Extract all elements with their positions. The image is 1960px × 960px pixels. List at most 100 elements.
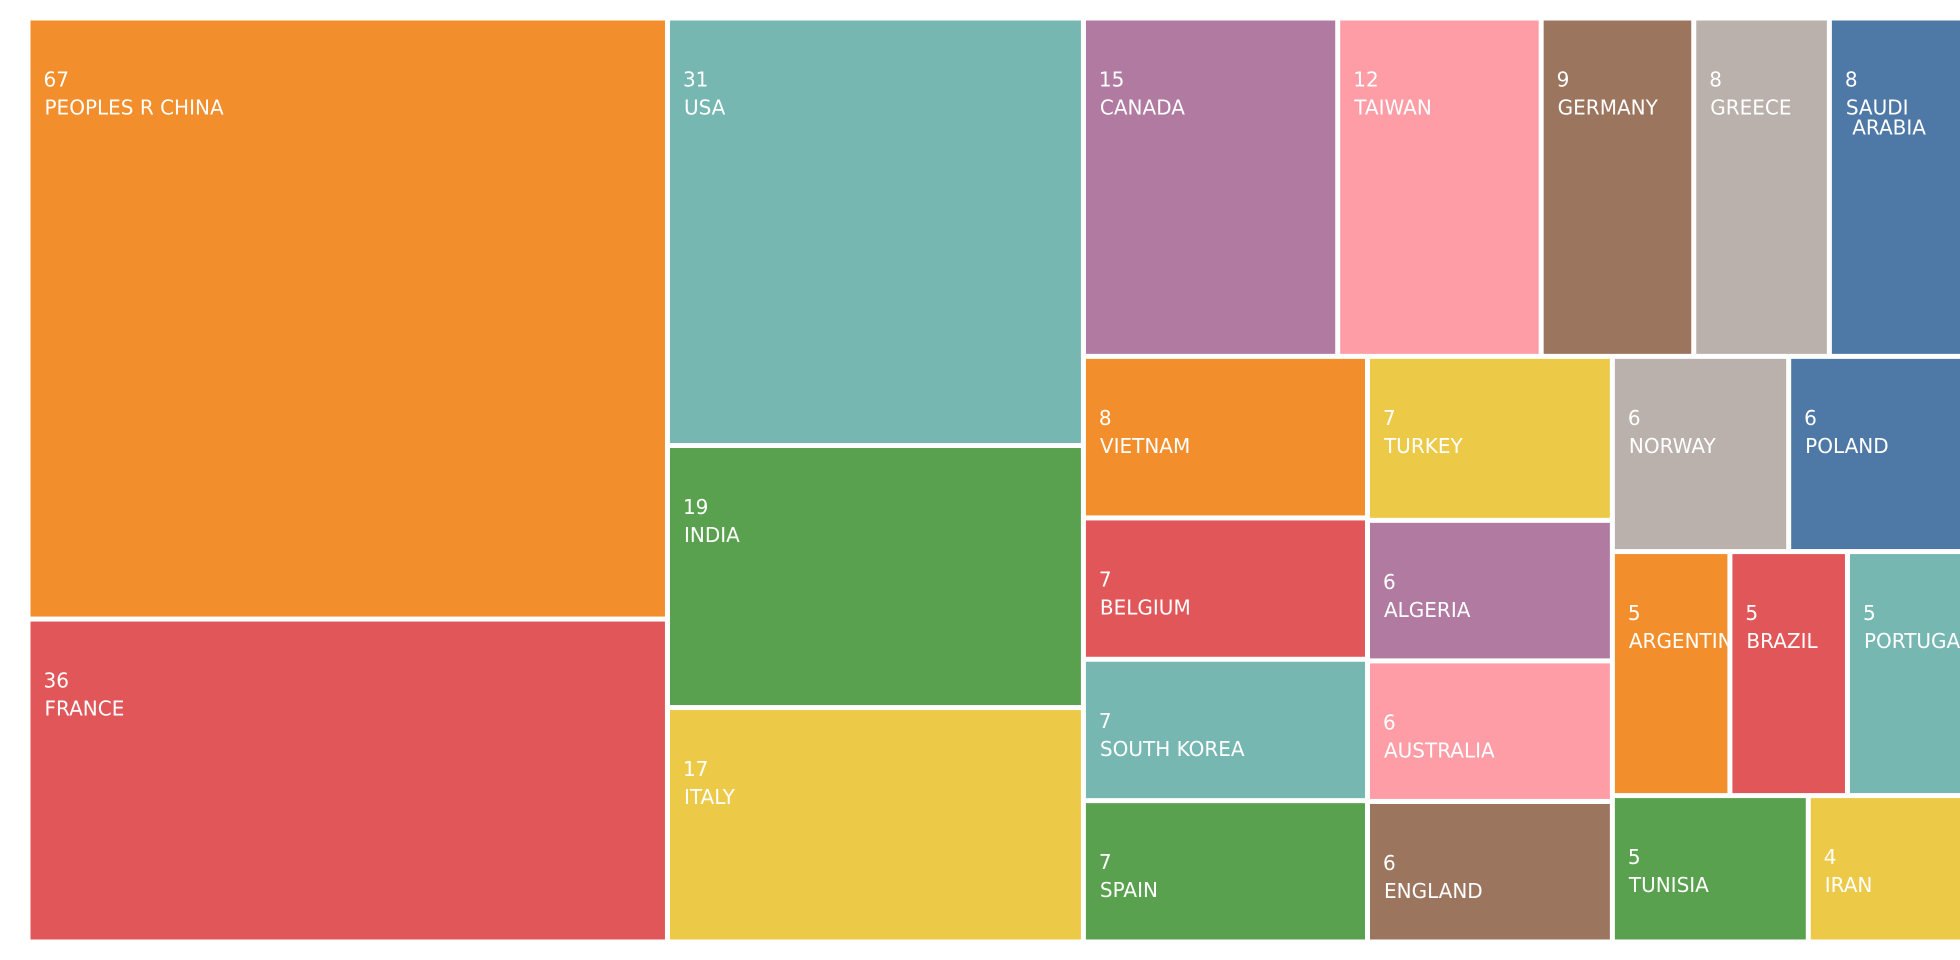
tile-label: 67 PEOPLES R CHINA [44,68,224,120]
tile-label: 7 SPAIN [1099,850,1158,902]
tile-label: 7 SOUTH KOREA [1099,709,1245,761]
tile-label: 6 POLAND [1804,406,1888,458]
tile [669,448,1081,706]
tile-value: 5 [1628,845,1641,869]
tile-label: 6 NORWAY [1628,406,1717,458]
tile-name: CANADA [1100,96,1185,120]
tile-name: VIETNAM [1100,434,1190,458]
tile [1543,20,1692,354]
tile-label: 6 ENGLAND [1383,851,1483,903]
tile-value: 6 [1628,406,1641,430]
tile [1369,522,1610,659]
tile-name: USA [684,96,726,120]
tile-value: 6 [1383,851,1396,875]
tile [1085,20,1336,354]
tile-name: ARGENTINA [1629,629,1747,653]
tile [30,621,665,940]
tile-label: 5 BRAZIL [1745,601,1818,653]
tile-name: ENGLAND [1384,879,1483,903]
tile-name: GREECE [1710,96,1791,120]
tile-label: 4 IRAN [1824,845,1873,897]
tile-value: 67 [44,68,69,92]
tile [669,20,1081,444]
tile [1085,520,1365,657]
tile-value: 12 [1353,68,1378,92]
tile-name: BRAZIL [1746,629,1818,653]
tile-value: 9 [1557,68,1570,92]
tile [1732,554,1845,794]
tile-label: 19 INDIA [683,495,740,547]
tile-value: 5 [1863,601,1876,625]
tile-name: ALGERIA [1384,598,1471,622]
tile [1831,20,1960,354]
tile-value: 36 [44,669,69,693]
tile-name: SOUTH KOREA [1100,737,1245,761]
tile-value: 8 [1099,406,1112,430]
tile-value: 6 [1804,406,1817,430]
tile [1810,798,1960,940]
tile-value: 5 [1745,601,1758,625]
tile-name: SPAIN [1100,878,1158,902]
tile-name: GERMANY [1558,96,1659,120]
tile-label: 15 CANADA [1099,68,1185,120]
tile-value: 7 [1099,709,1112,733]
tile-label: 7 BELGIUM [1099,567,1191,619]
tile-label: 8 SAUDI ARABIA [1845,68,1926,140]
tile-value: 5 [1628,601,1641,625]
tile [1369,663,1610,799]
tile-name: INDIA [684,523,740,547]
tile-label: 9 GERMANY [1557,68,1659,120]
tile [30,20,665,617]
tile-value: 31 [683,68,708,92]
tile-value: 8 [1845,68,1858,92]
tile [1614,798,1806,940]
tile [1085,803,1365,940]
tile-value: 19 [683,495,708,519]
tile-value: 6 [1383,570,1396,594]
tile-label: 5 TUNISIA [1628,845,1709,897]
tile-value: 8 [1709,68,1722,92]
tile-name: TUNISIA [1628,873,1709,897]
tile [1369,803,1610,940]
tile-label: 5 PORTUGAL [1863,601,1960,653]
tile-value: 15 [1099,68,1124,92]
tile-name: PEOPLES R CHINA [45,96,224,120]
tile-name: TAIWAN [1353,96,1432,120]
tile-value: 4 [1824,845,1837,869]
tile [1340,20,1539,354]
tile-label: 8 VIETNAM [1099,406,1190,458]
tile-name: BELGIUM [1100,595,1191,619]
tile-name: NORWAY [1629,434,1717,458]
tile-label: 6 ALGERIA [1383,570,1471,622]
tile-name: ITALY [684,785,736,809]
tile-name: AUSTRALIA [1384,738,1495,762]
tile [1791,358,1960,550]
tile-value: 7 [1099,567,1112,591]
tile [1614,554,1728,794]
tile-label: 5 ARGENTINA [1628,601,1747,653]
tile [1085,358,1365,516]
tile [1369,358,1610,518]
tile-label: 36 FRANCE [44,669,125,721]
tile-label: 12 TAIWAN [1353,68,1432,120]
tile [1849,554,1960,794]
tile-label: 7 TURKEY [1383,406,1464,458]
tile-name: POLAND [1805,434,1888,458]
tile-label: 6 AUSTRALIA [1383,710,1495,762]
tile-name: TURKEY [1383,434,1464,458]
tile [1085,661,1365,799]
tile-label: 8 GREECE [1709,68,1791,120]
tile [669,710,1081,940]
tile-value: 7 [1099,850,1112,874]
tile-value: 7 [1383,406,1396,430]
tile-label: 17 ITALY [683,757,736,809]
tile-value: 17 [683,757,708,781]
tile-name: PORTUGAL [1864,629,1960,653]
tile [1696,20,1827,354]
tile-name: SAUDI ARABIA [1846,96,1926,140]
tile-value: 6 [1383,710,1396,734]
tile [1614,358,1787,550]
tile-label: 31 USA [683,68,726,120]
tile-name: FRANCE [45,697,125,721]
